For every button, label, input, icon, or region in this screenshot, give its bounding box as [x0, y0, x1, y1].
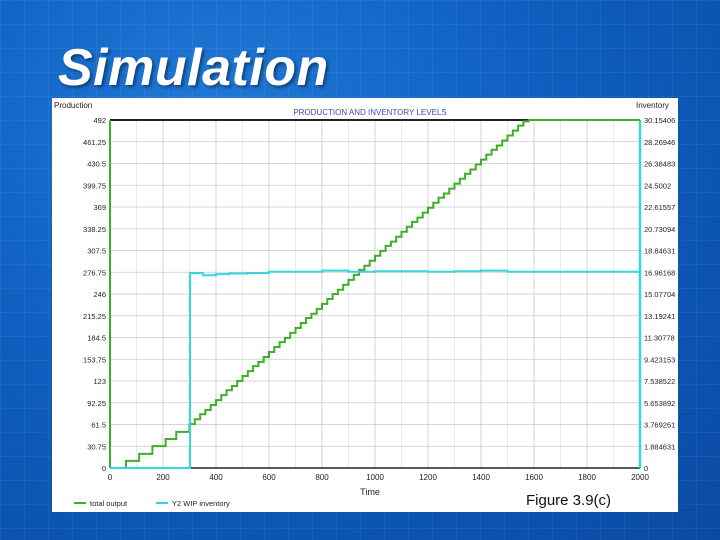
- legend: total output Y2 WIP inventory: [74, 499, 230, 508]
- y-right-tick-label: 13.19241: [644, 312, 675, 321]
- x-axis-label: Time: [360, 487, 380, 497]
- x-tick-label: 200: [156, 473, 170, 482]
- y-left-tick-label: 92.25: [87, 399, 106, 408]
- y-left-tick-label: 0: [102, 464, 106, 473]
- x-tick-label: 0: [108, 473, 113, 482]
- x-tick-label: 1600: [525, 473, 543, 482]
- y-left-tick-label: 276.75: [83, 268, 106, 277]
- x-tick-label: 1000: [366, 473, 384, 482]
- legend-label-total-output: total output: [90, 499, 128, 508]
- legend-label-y2-wip-inventory: Y2 WIP inventory: [172, 499, 230, 508]
- production-inventory-chart: PRODUCTION AND INVENTORY LEVELS Producti…: [54, 101, 675, 508]
- x-tick-label: 2000: [631, 473, 649, 482]
- y-left-tick-label: 338.25: [83, 225, 106, 234]
- y-left-tick-label: 30.75: [87, 442, 106, 451]
- y-right-tick-label: 16.96168: [644, 268, 675, 277]
- y-right-tick-label: 9.423153: [644, 355, 675, 364]
- grid-lines: [109, 119, 641, 469]
- x-tick-label: 1400: [472, 473, 490, 482]
- series-line-y2-wip-inventory: [110, 269, 640, 469]
- y-right-tick-label: 20.73094: [644, 225, 675, 234]
- y-left-tick-label: 307.5: [87, 247, 106, 256]
- y-left-tick-label: 61.5: [91, 421, 106, 430]
- right-axis-label: Inventory: [636, 101, 669, 110]
- series-line-total-output: [110, 119, 640, 469]
- y-left-tick-label: 123: [93, 377, 106, 386]
- x-tick-label: 400: [209, 473, 223, 482]
- y-left-tick-label: 461.25: [83, 138, 106, 147]
- y-left-tick-label: 399.75: [83, 181, 106, 190]
- x-tick-label: 800: [315, 473, 329, 482]
- y-right-tick-label: 22.61557: [644, 203, 675, 212]
- y-right-tick-label: 0: [644, 464, 648, 473]
- y-right-tick-label: 1.884631: [644, 442, 675, 451]
- y-left-tick-label: 369: [93, 203, 106, 212]
- y-right-tick-label: 30.15406: [644, 116, 675, 125]
- y-left-tick-label: 153.75: [83, 355, 106, 364]
- y-right-tick-label: 5.653892: [644, 399, 675, 408]
- y-right-tick-label: 3.769261: [644, 421, 675, 430]
- y-right-tick-label: 18.84631: [644, 247, 675, 256]
- x-tick-label: 1800: [578, 473, 596, 482]
- y-left-tick-label: 430.5: [87, 160, 106, 169]
- slide-title: Simulation: [58, 39, 329, 97]
- y-left-tick-label: 246: [93, 290, 106, 299]
- y-right-tick-label: 11.30778: [644, 334, 675, 343]
- y-right-tick-label: 15.07704: [644, 290, 675, 299]
- series-lines: [110, 119, 640, 469]
- y-right-tick-label: 24.5002: [644, 181, 671, 190]
- chart-title: PRODUCTION AND INVENTORY LEVELS: [293, 108, 446, 117]
- x-tick-label: 1200: [419, 473, 437, 482]
- y-left-tick-label: 184.5: [87, 334, 106, 343]
- chart-panel: PRODUCTION AND INVENTORY LEVELS Producti…: [52, 98, 678, 512]
- left-axis-label: Production: [54, 101, 92, 110]
- figure-caption: Figure 3.9(c): [526, 492, 612, 509]
- y-right-tick-label: 7.538522: [644, 377, 675, 386]
- y-right-tick-label: 28.26946: [644, 138, 675, 147]
- x-tick-label: 600: [262, 473, 276, 482]
- y-left-tick-label: 492: [93, 116, 106, 125]
- y-right-tick-label: 26.38483: [644, 160, 675, 169]
- y-left-tick-label: 215.25: [83, 312, 106, 321]
